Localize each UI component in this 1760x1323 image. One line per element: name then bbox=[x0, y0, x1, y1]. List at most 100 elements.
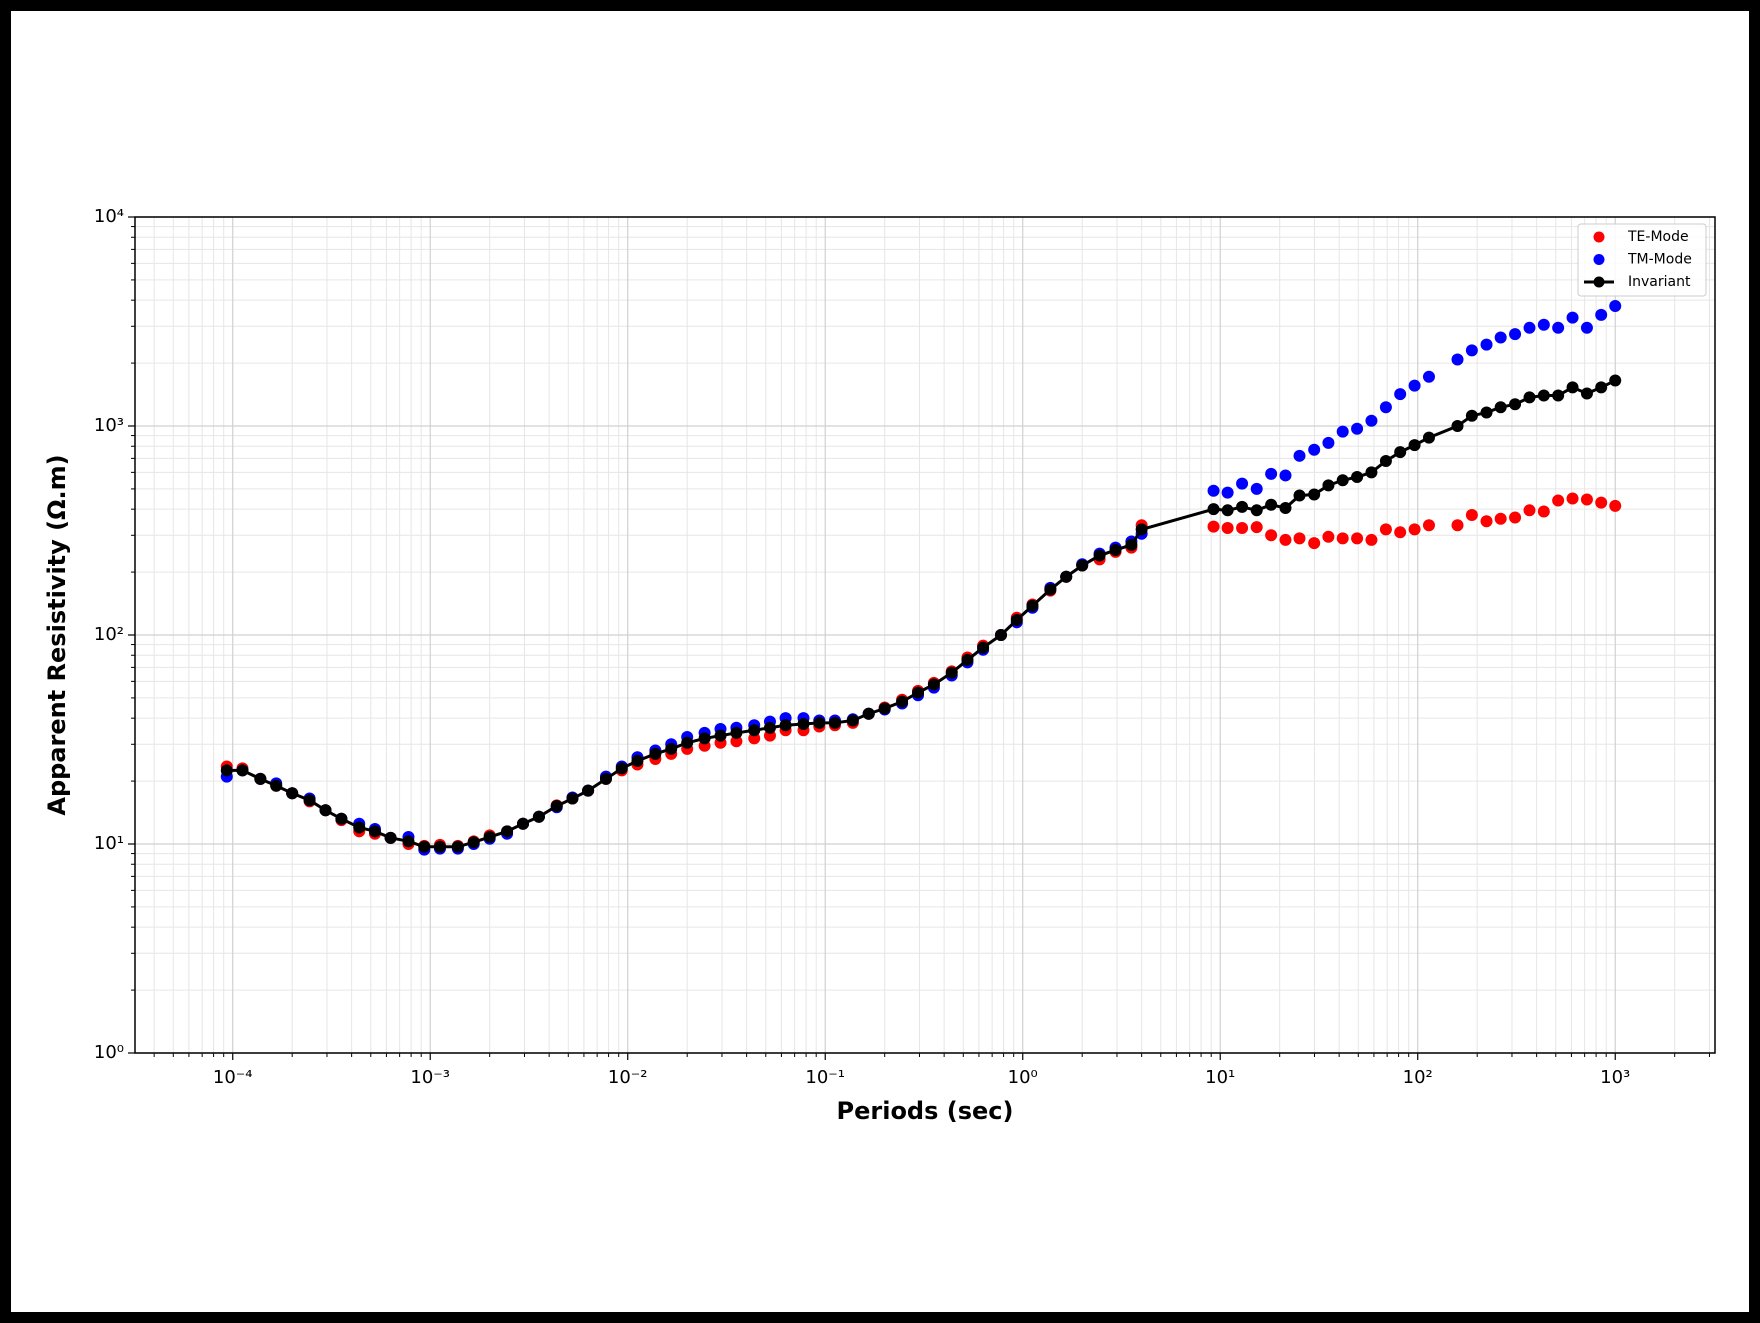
y-tick-label: 10⁰ bbox=[94, 1042, 124, 1063]
data-point bbox=[1365, 466, 1378, 479]
data-point bbox=[714, 729, 727, 742]
data-point bbox=[1552, 321, 1565, 334]
data-point bbox=[236, 764, 249, 777]
data-point bbox=[1265, 498, 1278, 511]
data-point bbox=[1125, 538, 1138, 551]
data-point bbox=[1408, 439, 1421, 452]
data-point bbox=[550, 799, 563, 812]
data-point bbox=[1265, 529, 1278, 542]
x-tick-label: 10⁻¹ bbox=[805, 1067, 845, 1088]
data-point bbox=[433, 840, 446, 853]
data-point bbox=[1221, 504, 1234, 517]
data-point bbox=[270, 779, 283, 792]
data-point bbox=[254, 772, 267, 785]
plot-frame bbox=[134, 216, 1716, 1054]
data-point bbox=[813, 716, 826, 729]
data-point bbox=[649, 747, 662, 760]
data-point bbox=[1279, 502, 1292, 515]
data-point bbox=[1322, 530, 1335, 543]
data-point bbox=[1408, 379, 1421, 392]
data-point bbox=[1135, 523, 1148, 536]
x-tick-label: 10⁻⁴ bbox=[213, 1067, 253, 1088]
data-point bbox=[1408, 523, 1421, 536]
data-point bbox=[1322, 479, 1335, 492]
data-point bbox=[1422, 519, 1435, 532]
data-point bbox=[1308, 443, 1321, 456]
data-point bbox=[1365, 414, 1378, 427]
data-point bbox=[1060, 570, 1073, 583]
data-point bbox=[1207, 520, 1220, 533]
data-point bbox=[1322, 436, 1335, 449]
data-point bbox=[501, 825, 514, 838]
data-point bbox=[763, 721, 776, 734]
data-point bbox=[1336, 474, 1349, 487]
data-point bbox=[1044, 583, 1057, 596]
data-point bbox=[1351, 471, 1364, 484]
data-point bbox=[1250, 482, 1263, 495]
data-point bbox=[994, 629, 1007, 641]
data-point bbox=[1207, 484, 1220, 497]
data-point bbox=[451, 840, 464, 853]
data-point bbox=[1394, 526, 1407, 539]
legend-label: Invariant bbox=[1628, 274, 1691, 290]
data-point bbox=[1494, 331, 1507, 344]
data-point bbox=[1494, 401, 1507, 414]
data-point bbox=[1523, 321, 1536, 334]
data-point bbox=[748, 724, 761, 737]
data-point bbox=[1537, 389, 1550, 402]
data-point bbox=[1480, 406, 1493, 419]
data-point bbox=[1595, 381, 1608, 394]
data-point bbox=[1465, 344, 1478, 357]
x-tick-label: 10⁻³ bbox=[410, 1067, 450, 1088]
data-point bbox=[1379, 455, 1392, 468]
data-point bbox=[1537, 505, 1550, 518]
data-point bbox=[1236, 477, 1249, 490]
data-point bbox=[1265, 467, 1278, 480]
data-point bbox=[1379, 401, 1392, 414]
data-point bbox=[912, 686, 925, 699]
data-point bbox=[220, 764, 233, 777]
data-point bbox=[368, 825, 381, 838]
x-tick-label: 10⁻² bbox=[608, 1067, 648, 1088]
data-point bbox=[1279, 469, 1292, 482]
data-point bbox=[1609, 374, 1622, 387]
y-tick-label: 10⁴ bbox=[94, 206, 124, 227]
data-point bbox=[335, 812, 348, 825]
legend-box bbox=[1577, 223, 1707, 297]
data-point bbox=[467, 836, 480, 849]
data-point bbox=[1250, 504, 1263, 517]
data-point bbox=[1552, 389, 1565, 402]
legend-marker bbox=[1593, 231, 1605, 243]
data-point bbox=[1609, 300, 1622, 313]
data-point bbox=[1451, 519, 1464, 532]
data-point bbox=[1480, 338, 1493, 351]
data-point bbox=[1480, 515, 1493, 528]
data-point bbox=[1509, 511, 1522, 524]
data-point bbox=[402, 835, 415, 848]
legend-label: TE-Mode bbox=[1627, 229, 1689, 245]
data-point bbox=[896, 695, 909, 708]
data-point bbox=[862, 707, 875, 720]
data-point bbox=[303, 794, 316, 807]
data-point bbox=[1451, 420, 1464, 432]
data-point bbox=[1336, 532, 1349, 545]
legend-label: TM-Mode bbox=[1627, 252, 1692, 268]
x-tick-label: 10² bbox=[1403, 1067, 1433, 1088]
legend-marker bbox=[1593, 254, 1605, 265]
x-tick-label: 10¹ bbox=[1205, 1067, 1235, 1088]
data-point bbox=[1394, 388, 1407, 401]
data-point bbox=[384, 831, 397, 844]
data-point bbox=[1566, 311, 1579, 324]
data-point bbox=[1250, 521, 1263, 534]
data-point bbox=[828, 716, 841, 729]
data-point bbox=[1523, 391, 1536, 404]
data-point bbox=[1494, 512, 1507, 525]
data-point bbox=[1279, 533, 1292, 546]
data-point bbox=[1351, 532, 1364, 545]
data-point bbox=[665, 742, 678, 755]
data-point bbox=[779, 719, 792, 732]
x-tick-label: 10⁰ bbox=[1008, 1067, 1038, 1088]
x-tick-label: 10³ bbox=[1600, 1067, 1630, 1088]
data-point bbox=[730, 735, 743, 748]
data-point bbox=[1236, 500, 1249, 513]
